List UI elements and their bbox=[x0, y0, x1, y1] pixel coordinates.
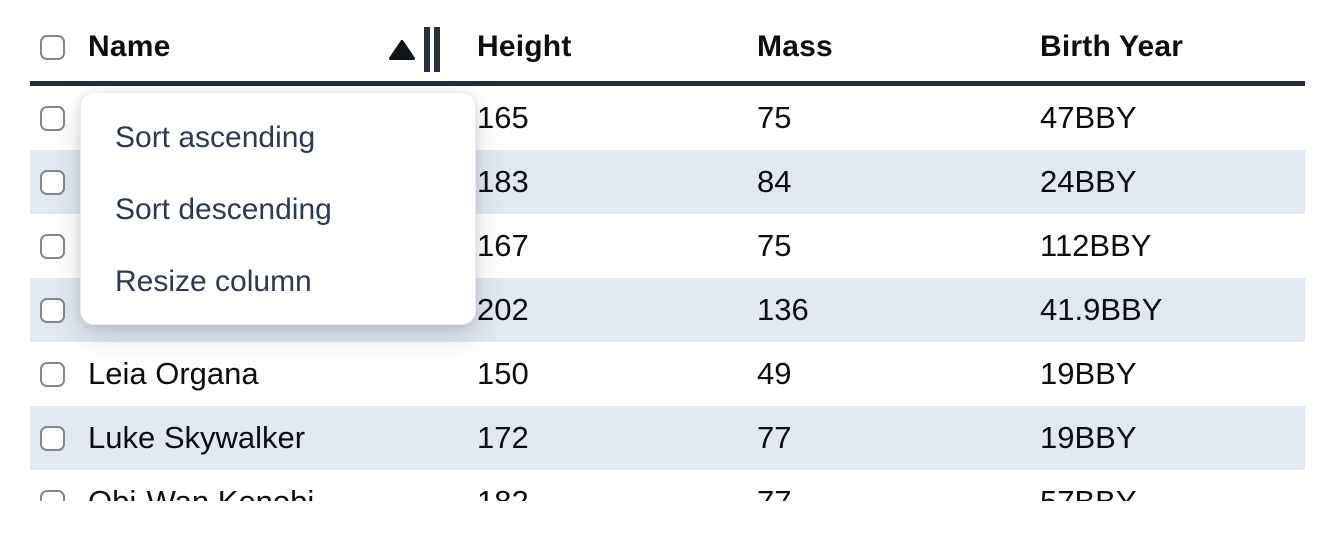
height-cell: 172 bbox=[477, 420, 529, 455]
menu-item-sort-descending[interactable]: Sort descending bbox=[115, 193, 332, 226]
mass-cell: 75 bbox=[757, 228, 792, 263]
table-row: Leia Organa 150 49 19BBY bbox=[30, 342, 1305, 406]
height-cell: 183 bbox=[477, 164, 529, 199]
column-header-mass[interactable]: Mass bbox=[740, 30, 1020, 64]
name-cell: Leia Organa bbox=[88, 356, 259, 391]
mass-cell: 77 bbox=[757, 420, 792, 455]
table-row: Obi-Wan Kenobi 182 77 57BBY bbox=[30, 470, 1305, 501]
mass-cell: 84 bbox=[757, 164, 792, 199]
height-cell: 182 bbox=[460, 484, 740, 501]
birth-year-cell: 57BBY bbox=[1020, 484, 1305, 501]
mass-cell: 75 bbox=[757, 100, 792, 135]
select-all-cell bbox=[30, 34, 80, 60]
column-header-birth-year-label: Birth Year bbox=[1040, 30, 1184, 63]
mass-cell: 49 bbox=[757, 356, 792, 391]
row-select-cell bbox=[30, 233, 80, 259]
column-header-name-label: Name bbox=[88, 30, 171, 63]
birth-year-cell: 112BBY bbox=[1040, 228, 1152, 263]
table-header-row: Name Height Mass Birth Year bbox=[30, 0, 1305, 86]
mass-cell: 136 bbox=[757, 292, 809, 327]
row-select-cell bbox=[30, 105, 80, 131]
table-row: 167 75 112BBY bbox=[30, 214, 1305, 278]
height-cell: 202 bbox=[477, 292, 529, 327]
row-select-cell bbox=[30, 425, 80, 451]
row-checkbox[interactable] bbox=[40, 425, 65, 451]
select-all-checkbox[interactable] bbox=[40, 34, 65, 60]
birth-year-cell: 19BBY bbox=[1040, 356, 1137, 391]
row-select-cell bbox=[30, 169, 80, 195]
birth-year-cell: 24BBY bbox=[1040, 164, 1137, 199]
row-checkbox[interactable] bbox=[40, 105, 65, 131]
table-row: 202 136 41.9BBY bbox=[30, 278, 1305, 342]
row-checkbox[interactable] bbox=[40, 169, 65, 195]
column-header-mass-label: Mass bbox=[757, 30, 833, 63]
column-context-menu: Sort ascending Sort descending Resize co… bbox=[80, 92, 476, 325]
table-row: 165 75 47BBY bbox=[30, 86, 1305, 150]
column-header-height-label: Height bbox=[477, 30, 572, 63]
table-row: Luke Skywalker 172 77 19BBY bbox=[30, 406, 1305, 470]
row-checkbox[interactable] bbox=[40, 361, 65, 387]
height-cell: 150 bbox=[477, 356, 529, 391]
column-header-name[interactable]: Name bbox=[80, 23, 460, 72]
mass-cell: 77 bbox=[740, 484, 1020, 501]
name-cell: Obi-Wan Kenobi bbox=[80, 484, 460, 501]
birth-year-cell: 47BBY bbox=[1040, 100, 1137, 135]
height-cell: 167 bbox=[477, 228, 529, 263]
birth-year-cell: 41.9BBY bbox=[1040, 292, 1163, 327]
sort-ascending-icon bbox=[389, 40, 415, 60]
height-cell: 165 bbox=[477, 100, 529, 135]
name-cell: Luke Skywalker bbox=[88, 420, 306, 455]
row-checkbox[interactable] bbox=[40, 233, 65, 259]
row-select-cell bbox=[30, 361, 80, 387]
row-checkbox[interactable] bbox=[40, 297, 65, 323]
row-select-cell bbox=[30, 489, 80, 501]
column-resize-handle[interactable] bbox=[424, 26, 440, 72]
menu-item-resize-column[interactable]: Resize column bbox=[115, 265, 312, 298]
menu-item-sort-ascending[interactable]: Sort ascending bbox=[115, 121, 316, 154]
row-select-cell bbox=[30, 297, 80, 323]
row-checkbox[interactable] bbox=[40, 489, 65, 501]
column-header-birth-year[interactable]: Birth Year bbox=[1020, 30, 1305, 64]
birth-year-cell: 19BBY bbox=[1040, 420, 1137, 455]
column-header-height[interactable]: Height bbox=[460, 30, 740, 64]
